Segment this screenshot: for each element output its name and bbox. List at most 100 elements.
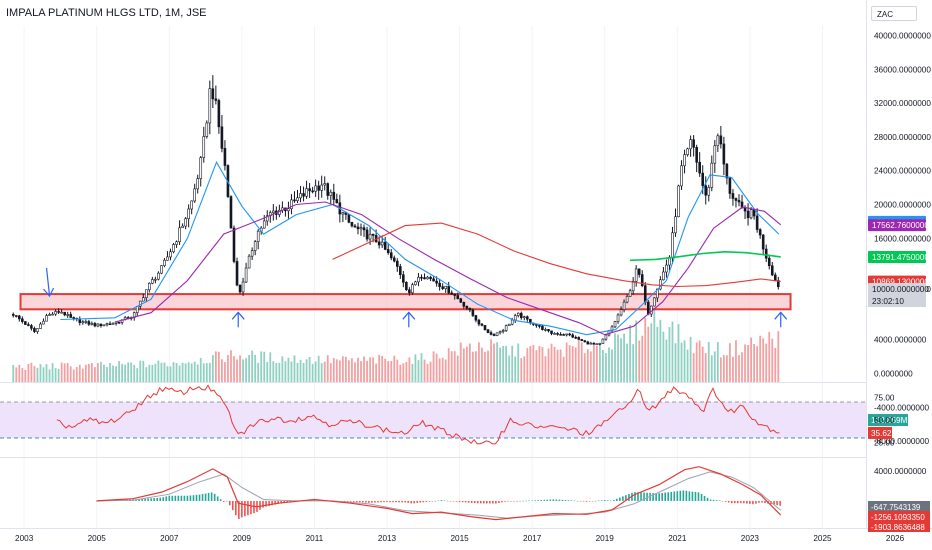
candle-body <box>199 157 203 179</box>
volume-bar <box>595 345 598 382</box>
candle-body <box>54 311 57 315</box>
candle-body <box>262 220 266 229</box>
macd-hist-bar <box>594 500 597 502</box>
candle-body <box>157 272 160 280</box>
candle-body <box>90 323 94 325</box>
price-tag: 17562.7600000 <box>868 219 929 232</box>
candle-body <box>48 314 51 316</box>
volume-bar <box>51 363 54 382</box>
candle-body <box>211 88 215 100</box>
macd-hist-bar <box>416 500 419 503</box>
macd-hist-bar <box>516 500 518 502</box>
volume-bar <box>33 365 36 382</box>
candle-body <box>477 319 481 325</box>
candle-body <box>453 293 457 296</box>
candle-body <box>99 323 103 327</box>
volume-bar <box>662 331 665 382</box>
macd-hist-bar <box>476 500 479 504</box>
candle-body <box>299 193 302 199</box>
candle-body <box>619 309 623 316</box>
candle-body <box>510 319 514 325</box>
macd-hist-bar <box>355 500 358 503</box>
macd-hist-bar <box>646 492 648 501</box>
volume-bar <box>598 342 601 382</box>
rsi-tag: 35.62 <box>868 426 892 439</box>
candle-body <box>574 336 578 339</box>
volume-bar <box>175 363 178 382</box>
volume-bar <box>635 320 638 382</box>
macd-hist-bar <box>579 500 582 502</box>
candle-body <box>272 210 275 213</box>
candle-body <box>646 301 650 315</box>
candle-body <box>335 199 339 204</box>
volume-bar <box>511 345 514 382</box>
candle-body <box>296 197 299 201</box>
volume-bar <box>738 355 740 382</box>
volume-bar <box>323 361 326 382</box>
candle-body <box>402 274 405 283</box>
macd-tag: -1256.1093350 <box>868 511 930 522</box>
macd-hist-bar <box>709 499 712 501</box>
macd-hist-bar <box>576 500 579 502</box>
candle-body <box>36 328 39 332</box>
candle-body <box>589 342 593 345</box>
volume-bar <box>701 346 704 382</box>
candle-body <box>725 163 729 179</box>
macd-hist-bar <box>192 495 195 501</box>
volume-bar <box>544 356 547 382</box>
candle-body <box>27 324 30 326</box>
candle-body <box>613 321 617 328</box>
candle-body <box>229 196 233 229</box>
countdown-label: 23:02:10 <box>872 297 904 306</box>
price-candles <box>11 75 780 346</box>
volume-bar <box>199 357 202 382</box>
volume-bar <box>100 361 102 382</box>
volume-bar <box>608 347 610 382</box>
candle-body <box>686 148 689 155</box>
macd-hist-bar <box>676 491 679 501</box>
candle-body <box>665 264 668 273</box>
candle-body <box>72 317 76 319</box>
volume-bar <box>106 366 108 382</box>
candle-body <box>154 278 157 281</box>
macd-tag-label: -647.7543139 <box>871 503 921 512</box>
time-tick-label: 2017 <box>523 534 542 543</box>
macd-hist-bar <box>619 497 621 501</box>
macd-hist-bar <box>773 500 775 505</box>
volume-bar <box>211 355 214 382</box>
macd-hist-bar <box>195 494 198 501</box>
volume-bar <box>620 338 622 382</box>
volume-bar <box>54 368 57 382</box>
macd-hist-bar <box>643 492 645 501</box>
candle-body <box>616 314 620 322</box>
volume-bar <box>57 368 60 382</box>
volume-bar <box>508 355 511 382</box>
volume-bar <box>632 344 635 382</box>
candle-body <box>184 218 187 227</box>
volume-bar <box>275 362 278 382</box>
macd-hist-bar <box>440 500 443 501</box>
candle-body <box>293 199 296 202</box>
macd-hist-bar <box>389 500 391 503</box>
volume-bar <box>493 343 495 382</box>
candle-body <box>746 210 750 219</box>
time-tick-label: 2013 <box>378 534 397 543</box>
volume-bar <box>133 364 136 382</box>
macd-hist-bar <box>180 495 183 501</box>
candle-body <box>57 311 60 313</box>
macd-hist-bar <box>522 500 524 502</box>
macd-hist-bar <box>498 500 500 503</box>
volume-bar <box>659 319 662 382</box>
volume-bar <box>580 342 583 382</box>
volume-bar <box>417 360 420 382</box>
volume-bar <box>302 362 305 382</box>
volume-bar <box>163 362 166 382</box>
candle-body <box>24 321 27 325</box>
volume-bar <box>178 365 181 382</box>
price-tag-bg <box>868 250 926 263</box>
currency-selector[interactable]: ZAC <box>871 6 917 21</box>
macd-hist-bar <box>386 500 388 503</box>
macd-hist-bar <box>346 500 349 502</box>
volume-bar <box>311 363 314 382</box>
